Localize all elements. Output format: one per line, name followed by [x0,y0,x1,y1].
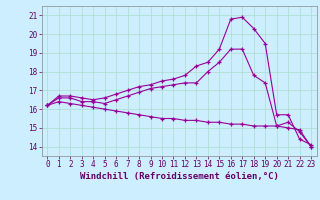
X-axis label: Windchill (Refroidissement éolien,°C): Windchill (Refroidissement éolien,°C) [80,172,279,181]
